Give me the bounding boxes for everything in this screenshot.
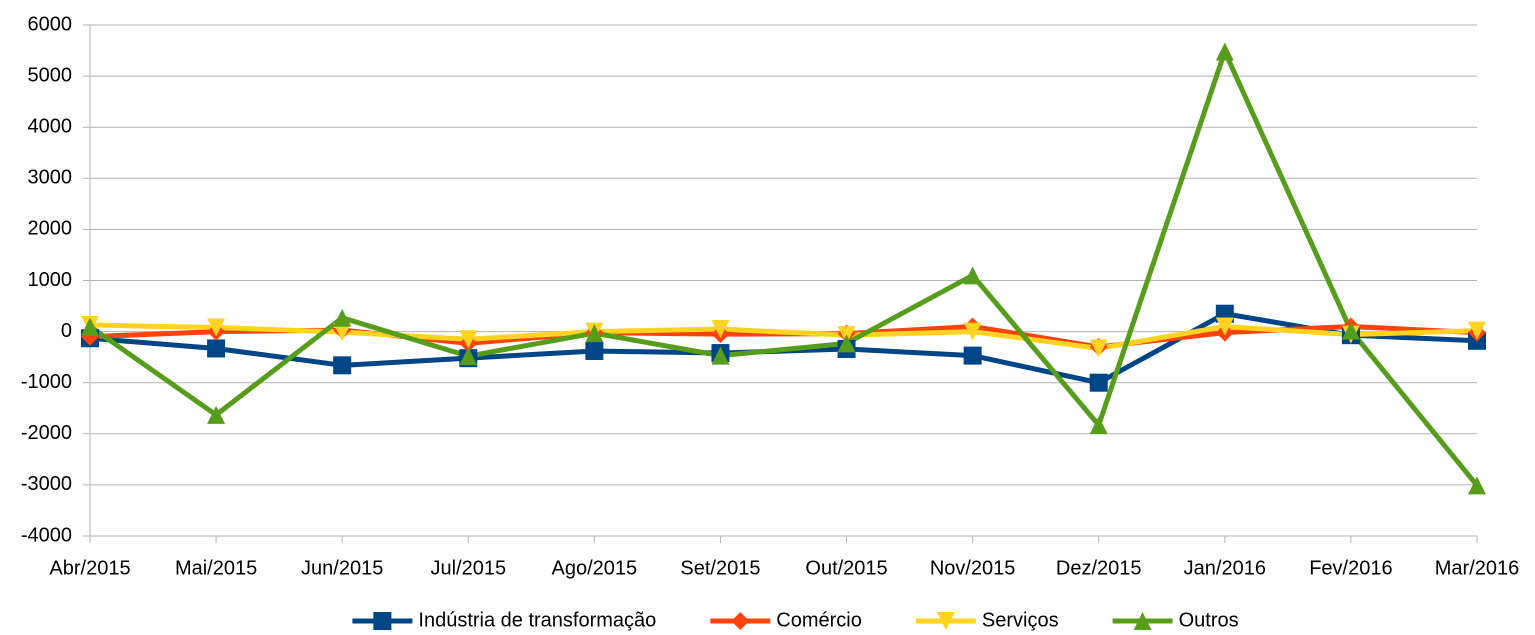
data-point xyxy=(1089,339,1108,358)
legend-marker xyxy=(373,612,392,630)
y-tick-label: 5000 xyxy=(28,64,73,86)
data-point xyxy=(1468,321,1486,340)
x-tick-label: Mai/2015 xyxy=(175,557,257,579)
data-point xyxy=(585,324,604,343)
data-point xyxy=(585,342,604,361)
legend-label: Serviços xyxy=(982,609,1059,631)
x-tick-label: Abr/2015 xyxy=(49,557,130,579)
data-point xyxy=(963,346,982,365)
legend-marker xyxy=(1133,612,1152,630)
data-point xyxy=(207,405,226,424)
y-tick-label: 2000 xyxy=(28,218,73,240)
data-point xyxy=(1341,321,1360,340)
series-line xyxy=(88,49,1479,487)
x-tick-label: Jan/2016 xyxy=(1184,557,1266,579)
legend-label: Indústria de transformação xyxy=(418,609,656,631)
data-point xyxy=(1215,42,1234,61)
x-tick-label: Jun/2015 xyxy=(301,557,383,579)
x-tick-label: Jul/2015 xyxy=(430,557,506,579)
y-tick-label: 1000 xyxy=(28,269,73,291)
data-point xyxy=(1089,373,1108,392)
x-tick-label: Fev/2016 xyxy=(1309,557,1392,579)
x-tick-label: Mar/2016 xyxy=(1435,557,1520,579)
legend-label: Outros xyxy=(1179,609,1239,631)
x-tick-label: Out/2015 xyxy=(805,557,887,579)
data-point xyxy=(333,323,352,342)
y-tick-label: -3000 xyxy=(21,473,72,495)
data-point xyxy=(1468,476,1486,495)
legend-label: Comércio xyxy=(776,609,862,631)
series-line xyxy=(89,322,1478,351)
data-point xyxy=(711,320,730,339)
data-point xyxy=(81,317,99,336)
data-point xyxy=(207,318,226,337)
data-point xyxy=(459,330,478,349)
y-tick-label: -4000 xyxy=(21,524,72,546)
y-tick-label: 4000 xyxy=(28,115,73,137)
legend-marker xyxy=(731,612,750,630)
x-tick-label: Nov/2015 xyxy=(930,557,1016,579)
data-point xyxy=(333,308,352,327)
x-tick-label: Ago/2015 xyxy=(552,557,638,579)
x-tick-label: Dez/2015 xyxy=(1056,557,1142,579)
legend: Indústria de transformação Comércio Serviç… xyxy=(352,609,1239,631)
data-point xyxy=(1089,416,1108,435)
x-tick-label: Set/2015 xyxy=(680,557,760,579)
legend-marker xyxy=(936,612,955,630)
data-point xyxy=(333,356,352,375)
data-point xyxy=(837,334,856,353)
y-tick-label: 6000 xyxy=(28,13,73,35)
data-point xyxy=(963,266,982,285)
data-point xyxy=(1215,317,1234,336)
data-point xyxy=(711,346,730,365)
y-tick-label: -1000 xyxy=(21,371,72,393)
data-point xyxy=(207,339,226,358)
y-tick-label: -2000 xyxy=(21,422,72,444)
y-tick-label: 3000 xyxy=(28,167,73,189)
data-point xyxy=(459,347,478,366)
y-tick-label: 0 xyxy=(61,320,72,342)
data-point xyxy=(963,322,982,341)
